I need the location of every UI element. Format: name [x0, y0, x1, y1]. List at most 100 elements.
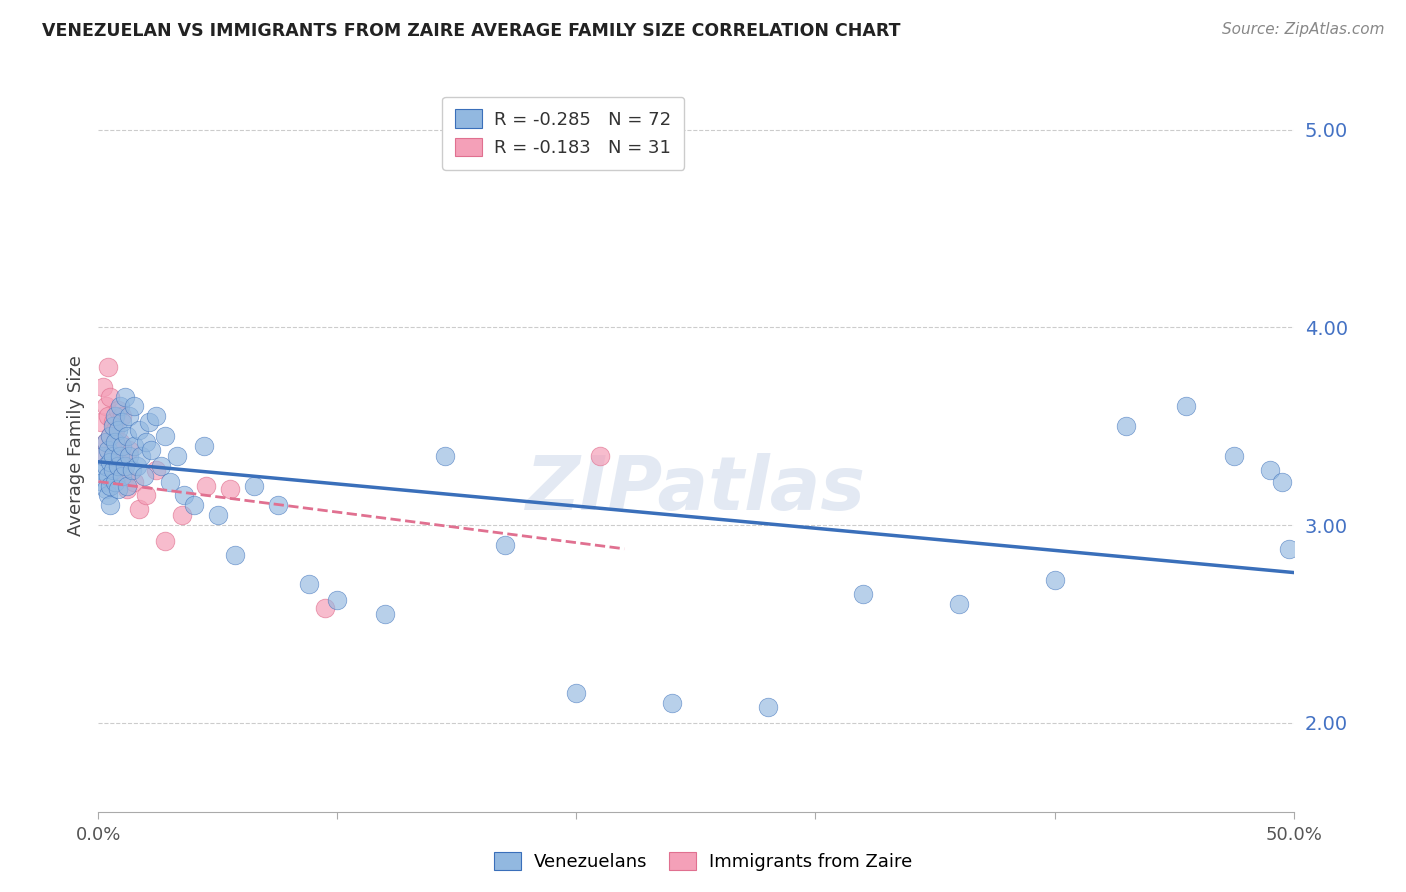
- Point: [111, 409, 134, 424]
- Point: [145, 463, 167, 477]
- Point: [131, 449, 153, 463]
- Point: [315, 601, 337, 615]
- Point: [118, 442, 141, 457]
- Point: [128, 502, 150, 516]
- Point: [98, 478, 122, 492]
- Point: [565, 686, 588, 700]
- Point: [98, 390, 122, 404]
- Point: [107, 483, 129, 497]
- Point: [207, 508, 229, 523]
- Text: Source: ZipAtlas.com: Source: ZipAtlas.com: [1222, 22, 1385, 37]
- Point: [98, 429, 122, 443]
- Point: [756, 700, 779, 714]
- Point: [166, 449, 188, 463]
- Point: [172, 508, 194, 523]
- Point: [1258, 463, 1281, 477]
- Point: [107, 403, 129, 417]
- Point: [101, 419, 124, 434]
- Point: [1271, 475, 1294, 489]
- Point: [118, 449, 141, 463]
- Point: [661, 696, 683, 710]
- Point: [948, 597, 970, 611]
- Point: [104, 435, 127, 450]
- Point: [108, 449, 131, 463]
- Point: [107, 423, 129, 437]
- Point: [114, 390, 136, 404]
- Point: [159, 475, 181, 489]
- Point: [118, 409, 141, 424]
- Legend: R = -0.285   N = 72, R = -0.183   N = 31: R = -0.285 N = 72, R = -0.183 N = 31: [441, 96, 685, 169]
- Point: [374, 607, 396, 621]
- Point: [101, 449, 124, 463]
- Point: [104, 409, 127, 424]
- Point: [193, 439, 215, 453]
- Point: [94, 435, 117, 450]
- Legend: Venezuelans, Immigrants from Zaire: Venezuelans, Immigrants from Zaire: [486, 845, 920, 879]
- Text: ZIPatlas: ZIPatlas: [526, 453, 866, 526]
- Point: [155, 533, 177, 548]
- Point: [108, 400, 131, 414]
- Point: [145, 409, 167, 424]
- Point: [94, 435, 117, 450]
- Point: [98, 429, 122, 443]
- Point: [139, 442, 162, 457]
- Point: [1278, 541, 1301, 556]
- Point: [219, 483, 242, 497]
- Point: [104, 463, 127, 477]
- Point: [138, 415, 160, 429]
- Point: [114, 468, 136, 483]
- Point: [1223, 449, 1246, 463]
- Point: [97, 468, 120, 483]
- Point: [111, 439, 134, 453]
- Point: [111, 449, 134, 463]
- Point: [101, 415, 124, 429]
- Point: [90, 415, 112, 429]
- Point: [494, 538, 516, 552]
- Point: [107, 458, 129, 473]
- Point: [107, 458, 129, 473]
- Point: [125, 458, 148, 473]
- Point: [183, 498, 205, 512]
- Point: [94, 400, 117, 414]
- Point: [326, 593, 349, 607]
- Point: [135, 488, 157, 502]
- Point: [434, 449, 457, 463]
- Point: [104, 475, 127, 489]
- Point: [91, 475, 114, 489]
- Point: [124, 400, 146, 414]
- Point: [298, 577, 321, 591]
- Point: [1115, 419, 1137, 434]
- Point: [97, 488, 120, 502]
- Point: [155, 429, 177, 443]
- Point: [135, 435, 157, 450]
- Point: [111, 468, 134, 483]
- Point: [91, 449, 114, 463]
- Point: [195, 478, 218, 492]
- Point: [1043, 574, 1066, 588]
- Point: [852, 587, 875, 601]
- Point: [243, 478, 266, 492]
- Point: [114, 458, 136, 473]
- Point: [94, 483, 117, 497]
- Point: [108, 435, 131, 450]
- Point: [97, 442, 120, 457]
- Point: [132, 468, 155, 483]
- Point: [91, 449, 114, 463]
- Point: [97, 409, 120, 424]
- Point: [115, 429, 138, 443]
- Point: [111, 415, 134, 429]
- Point: [98, 455, 122, 469]
- Point: [173, 488, 195, 502]
- Point: [149, 458, 172, 473]
- Point: [115, 478, 138, 492]
- Point: [121, 463, 143, 477]
- Point: [97, 359, 120, 374]
- Y-axis label: Average Family Size: Average Family Size: [66, 356, 84, 536]
- Point: [91, 380, 114, 394]
- Point: [124, 475, 146, 489]
- Point: [124, 439, 146, 453]
- Point: [115, 483, 138, 497]
- Point: [104, 423, 127, 437]
- Text: VENEZUELAN VS IMMIGRANTS FROM ZAIRE AVERAGE FAMILY SIZE CORRELATION CHART: VENEZUELAN VS IMMIGRANTS FROM ZAIRE AVER…: [42, 22, 901, 40]
- Point: [224, 548, 246, 562]
